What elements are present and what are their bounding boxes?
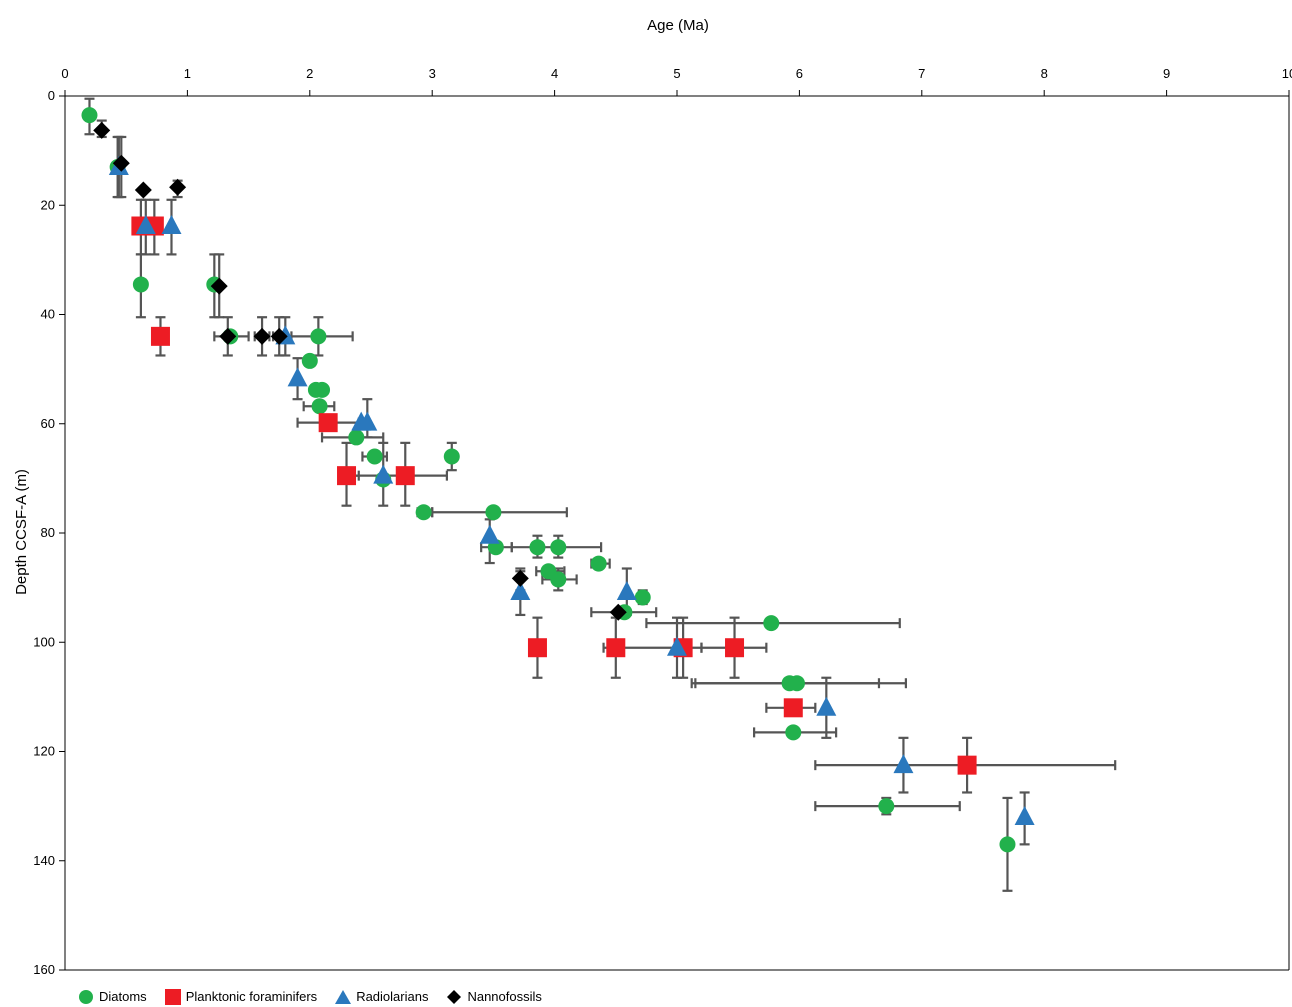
radiolarians-point bbox=[816, 696, 837, 716]
nannofossils-point bbox=[169, 178, 187, 196]
planktonic-foraminifers-point bbox=[725, 638, 745, 658]
y-tick-label: 40 bbox=[41, 307, 55, 322]
x-tick-label: 6 bbox=[796, 66, 803, 81]
x-tick-label: 10 bbox=[1282, 66, 1292, 81]
diatoms-point bbox=[348, 429, 365, 446]
legend-item-planktonic-foraminifers: Planktonic foraminifers bbox=[164, 988, 318, 1006]
legend-item-nannofossils: Nannofossils bbox=[446, 988, 542, 1006]
diatoms-point bbox=[634, 589, 651, 606]
triangle-marker-icon bbox=[335, 990, 352, 1004]
planktonic-foraminifers-point bbox=[337, 466, 357, 486]
diatoms-point bbox=[314, 381, 331, 398]
diatoms-point bbox=[366, 448, 383, 465]
diatoms-point bbox=[310, 328, 327, 345]
nannofossils-point bbox=[93, 121, 111, 139]
x-tick-label: 9 bbox=[1163, 66, 1170, 81]
y-tick-label: 120 bbox=[33, 744, 55, 759]
diamond-marker-icon bbox=[447, 990, 462, 1004]
diatoms-point bbox=[415, 504, 432, 521]
axes: 012345678910020406080100120140160 bbox=[33, 66, 1292, 977]
planktonic-foraminifers-point bbox=[395, 466, 415, 486]
planktonic-foraminifers-point bbox=[783, 698, 803, 718]
diatoms-point bbox=[485, 504, 502, 521]
legend-label-radiolarians: Radiolarians bbox=[356, 989, 429, 1004]
diatoms-point bbox=[999, 836, 1016, 853]
radiolarians-point bbox=[287, 367, 308, 387]
x-tick-label: 0 bbox=[61, 66, 68, 81]
nannofossils-point bbox=[609, 603, 627, 621]
planktonic-foraminifers-point bbox=[527, 638, 547, 658]
diatoms-point bbox=[132, 276, 149, 293]
diatoms-point bbox=[788, 675, 805, 692]
legend-label-diatoms: Diatoms bbox=[99, 989, 147, 1004]
planktonic-foraminifers-point bbox=[957, 755, 977, 775]
x-tick-label: 1 bbox=[184, 66, 191, 81]
diatoms-point bbox=[550, 539, 567, 556]
x-tick-label: 7 bbox=[918, 66, 925, 81]
diatoms-point bbox=[785, 724, 802, 741]
y-tick-label: 160 bbox=[33, 962, 55, 977]
y-tick-label: 140 bbox=[33, 853, 55, 868]
y-tick-label: 60 bbox=[41, 416, 55, 431]
nannofossils-point bbox=[134, 181, 152, 199]
planktonic-foraminifers-point bbox=[150, 326, 170, 346]
x-tick-label: 5 bbox=[673, 66, 680, 81]
nannofossils-point bbox=[210, 277, 228, 295]
diatoms-point bbox=[301, 352, 318, 369]
x-tick-label: 2 bbox=[306, 66, 313, 81]
radiolarians-point bbox=[667, 636, 687, 656]
radiolarians-point bbox=[893, 754, 914, 774]
diatoms-point bbox=[763, 615, 780, 632]
planktonic-foraminifers-point bbox=[318, 413, 338, 433]
radiolarians-point bbox=[357, 411, 378, 431]
x-tick-label: 4 bbox=[551, 66, 558, 81]
nannofossils-point bbox=[253, 327, 271, 345]
diatoms-point bbox=[590, 555, 607, 572]
radiolarians-point bbox=[510, 580, 531, 600]
y-tick-label: 0 bbox=[48, 88, 55, 103]
diatoms-point bbox=[550, 571, 567, 588]
radiolarians-point bbox=[1014, 806, 1035, 826]
diatoms-point bbox=[878, 798, 895, 815]
x-tick-label: 3 bbox=[429, 66, 436, 81]
radiolarians-point bbox=[135, 215, 156, 235]
square-marker-icon bbox=[164, 989, 181, 1005]
x-axis-title: Age (Ma) bbox=[647, 17, 709, 34]
planktonic-foraminifers-point bbox=[606, 638, 626, 658]
nannofossils-point bbox=[112, 154, 130, 172]
radiolarians-point bbox=[616, 580, 637, 600]
circle-marker-icon bbox=[79, 990, 93, 1004]
radiolarians-point bbox=[373, 464, 394, 484]
nannofossils-point bbox=[511, 569, 529, 587]
data-markers bbox=[81, 107, 1035, 853]
y-tick-label: 20 bbox=[41, 197, 55, 212]
diatoms-point bbox=[443, 448, 460, 465]
legend-item-diatoms: Diatoms bbox=[78, 988, 147, 1006]
y-axis-title: Depth CCSF-A (m) bbox=[13, 469, 30, 595]
diatoms-point bbox=[311, 398, 328, 415]
y-tick-label: 100 bbox=[33, 634, 55, 649]
nannofossils-point bbox=[219, 327, 237, 345]
legend-label-planktonic-foraminifers: Planktonic foraminifers bbox=[185, 989, 318, 1004]
diatoms-point bbox=[529, 539, 546, 556]
x-tick-label: 8 bbox=[1041, 66, 1048, 81]
legend: Diatoms Planktonic foraminifers Radiolar… bbox=[78, 988, 542, 1006]
legend-label-nannofossils: Nannofossils bbox=[467, 989, 542, 1004]
legend-item-radiolarians: Radiolarians bbox=[335, 988, 428, 1006]
y-tick-label: 80 bbox=[41, 525, 55, 540]
nannofossils-point bbox=[270, 327, 288, 345]
radiolarians-point bbox=[479, 524, 500, 544]
radiolarians-point bbox=[161, 215, 182, 235]
diatoms-point bbox=[81, 107, 98, 124]
